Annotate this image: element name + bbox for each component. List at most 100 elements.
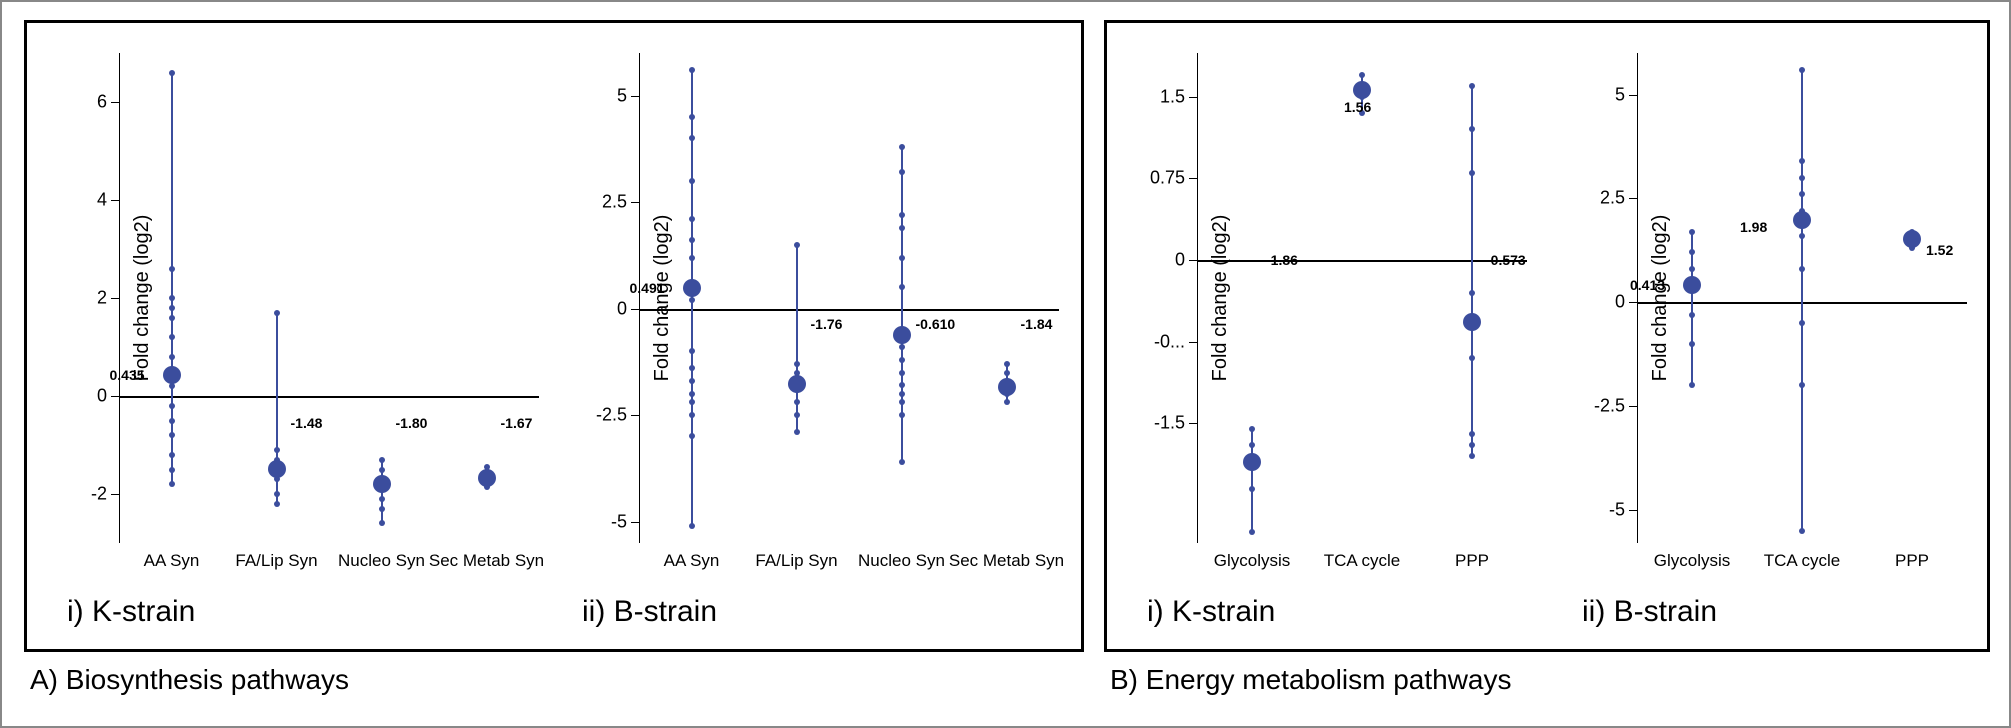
panel-b-energy: i) K-strain ii) B-strain Fold change (lo… — [1104, 20, 1990, 652]
mean-marker — [683, 279, 701, 297]
caption-a: A) Biosynthesis pathways — [30, 664, 349, 696]
mean-marker — [163, 366, 181, 384]
mean-marker — [1683, 276, 1701, 294]
y-tick-label: 6 — [65, 92, 107, 113]
value-annotation: -1.84 — [1021, 316, 1053, 332]
scatter-point — [794, 361, 800, 367]
y-axis-label: Fold change (log2) — [131, 215, 154, 382]
y-axis-label: Fold change (log2) — [1209, 215, 1232, 382]
x-category-label: Glycolysis — [1654, 551, 1731, 571]
y-tick — [1629, 198, 1637, 199]
subtitle-a-ii: ii) B-strain — [582, 595, 717, 629]
y-axis-line — [1637, 53, 1638, 543]
x-category-label: AA Syn — [144, 551, 200, 571]
scatter-point — [1689, 266, 1695, 272]
x-category-label: FA/Lip Syn — [235, 551, 317, 571]
x-category-label: AA Syn — [664, 551, 720, 571]
scatter-point — [689, 399, 695, 405]
mean-marker — [788, 375, 806, 393]
mean-marker — [268, 460, 286, 478]
y-tick — [631, 202, 639, 203]
y-tick — [631, 309, 639, 310]
zero-line — [1197, 260, 1527, 262]
scatter-point — [1249, 529, 1255, 535]
scatter-point — [1469, 355, 1475, 361]
value-annotation: -1.48 — [291, 415, 323, 431]
y-tick — [111, 102, 119, 103]
figure-canvas: i) K-strain ii) B-strain Fold change (lo… — [0, 0, 2011, 728]
scatter-point — [899, 391, 905, 397]
range-stem — [1471, 86, 1473, 456]
y-tick-label: -5 — [585, 511, 627, 532]
scatter-point — [274, 491, 280, 497]
scatter-point — [899, 382, 905, 388]
scatter-point — [1799, 528, 1805, 534]
scatter-point — [899, 459, 905, 465]
scatter-point — [689, 412, 695, 418]
scatter-point — [169, 70, 175, 76]
y-tick — [1629, 302, 1637, 303]
y-tick — [111, 494, 119, 495]
scatter-point — [1469, 453, 1475, 459]
value-annotation: -1.86 — [1266, 252, 1298, 268]
scatter-point — [379, 496, 385, 502]
y-tick-label: -2.5 — [1583, 395, 1625, 416]
scatter-point — [689, 348, 695, 354]
scatter-point — [1004, 361, 1010, 367]
scatter-point — [1249, 442, 1255, 448]
y-tick — [111, 298, 119, 299]
scatter-point — [689, 114, 695, 120]
mean-marker — [998, 378, 1016, 396]
x-category-label: PPP — [1455, 551, 1489, 571]
scatter-point — [794, 412, 800, 418]
scatter-point — [1689, 341, 1695, 347]
scatter-point — [689, 391, 695, 397]
y-axis-line — [1197, 53, 1198, 543]
scatter-point — [1004, 399, 1010, 405]
plot-Aii: Fold change (log2)-5-2.502.55AA SynFA/Li… — [639, 53, 1059, 543]
scatter-point — [169, 295, 175, 301]
panel-a-biosynthesis: i) K-strain ii) B-strain Fold change (lo… — [24, 20, 1084, 652]
scatter-point — [1799, 175, 1805, 181]
scatter-point — [794, 429, 800, 435]
y-axis-label: Fold change (log2) — [651, 215, 674, 382]
scatter-point — [1799, 67, 1805, 73]
scatter-point — [1689, 249, 1695, 255]
mean-marker — [893, 326, 911, 344]
scatter-point — [689, 237, 695, 243]
value-annotation: -1.80 — [396, 415, 428, 431]
y-tick — [631, 415, 639, 416]
scatter-point — [899, 169, 905, 175]
y-tick — [631, 96, 639, 97]
y-tick — [1189, 423, 1197, 424]
scatter-point — [899, 370, 905, 376]
mean-marker — [373, 475, 391, 493]
mean-marker — [1463, 313, 1481, 331]
scatter-point — [169, 334, 175, 340]
scatter-point — [1249, 426, 1255, 432]
scatter-point — [1469, 431, 1475, 437]
scatter-point — [169, 305, 175, 311]
subtitle-b-ii: ii) B-strain — [1582, 595, 1717, 629]
y-tick-label: -2 — [65, 484, 107, 505]
y-tick-label: 4 — [65, 190, 107, 211]
scatter-point — [169, 481, 175, 487]
y-tick — [631, 522, 639, 523]
value-annotation: 1.56 — [1344, 99, 1371, 115]
scatter-point — [689, 178, 695, 184]
scatter-point — [689, 365, 695, 371]
value-annotation: 1.52 — [1926, 242, 1953, 258]
scatter-point — [1689, 382, 1695, 388]
value-annotation: 0.491 — [630, 280, 665, 296]
scatter-point — [1799, 191, 1805, 197]
x-category-label: PPP — [1895, 551, 1929, 571]
mean-marker — [478, 469, 496, 487]
y-tick — [1189, 260, 1197, 261]
value-annotation: 0.435 — [110, 367, 145, 383]
scatter-point — [169, 467, 175, 473]
scatter-point — [899, 255, 905, 261]
y-tick — [1189, 97, 1197, 98]
x-category-label: TCA cycle — [1764, 551, 1841, 571]
y-tick — [1629, 510, 1637, 511]
scatter-point — [689, 255, 695, 261]
